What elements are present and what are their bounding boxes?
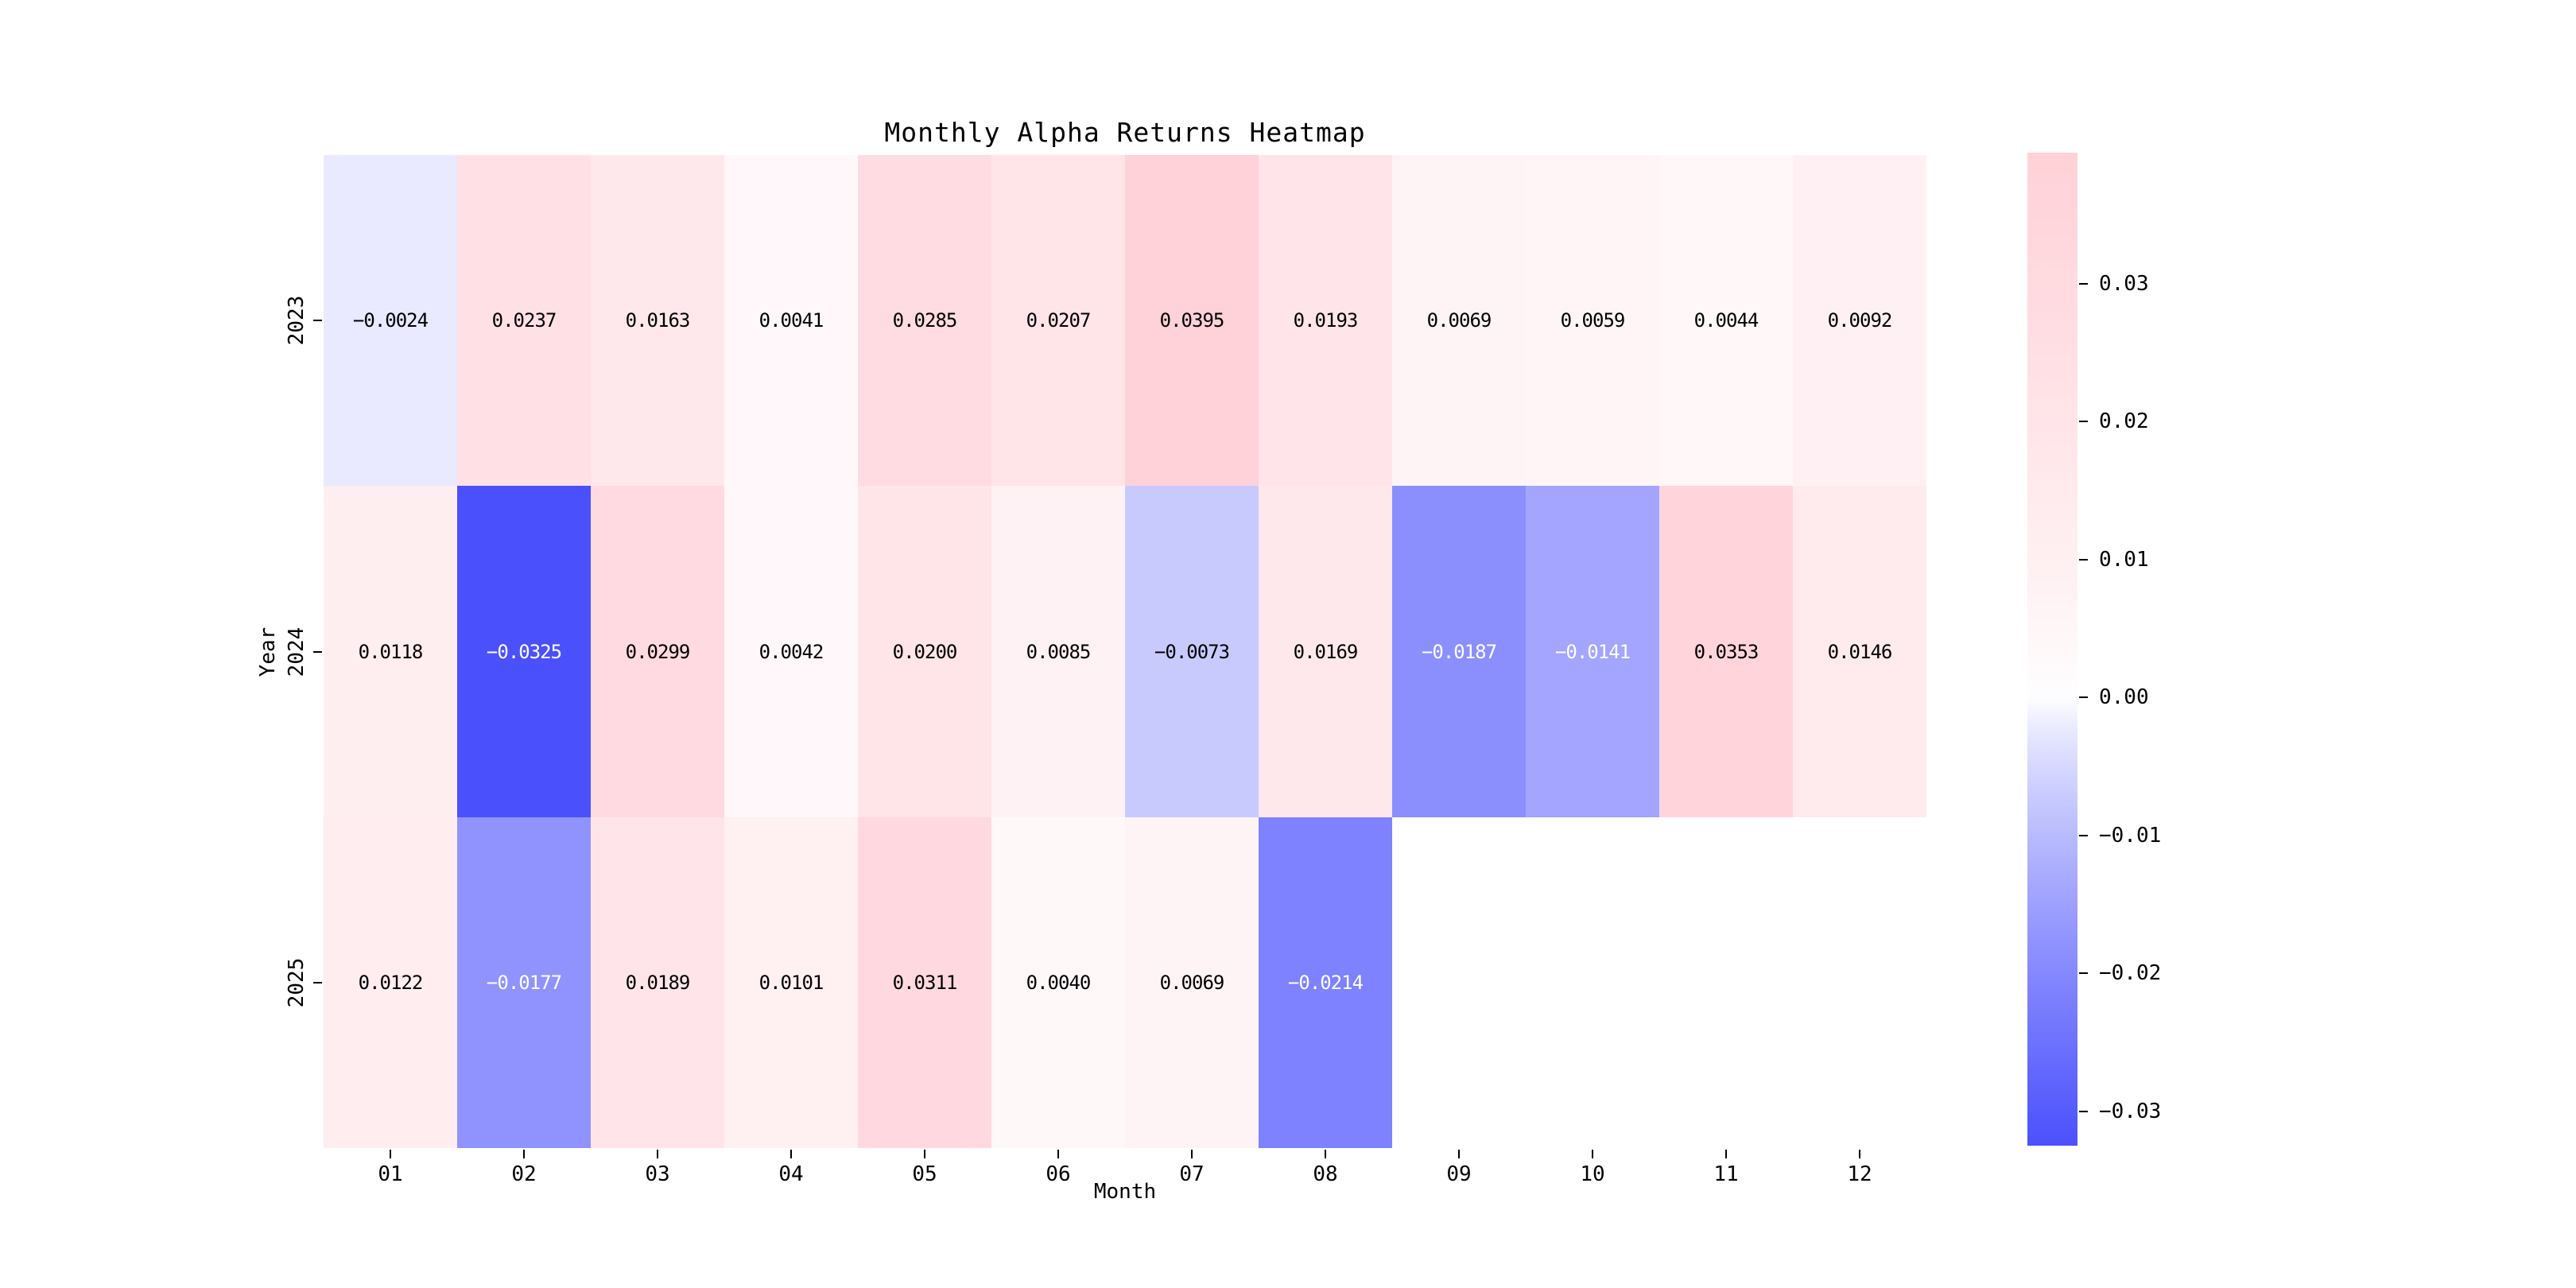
x-tick-label: 07 <box>1179 1162 1205 1186</box>
x-tick-label: 03 <box>645 1162 670 1186</box>
heatmap-cell: 0.0353 <box>1659 486 1793 817</box>
heatmap-cell: 0.0085 <box>991 486 1125 817</box>
colorbar-tick-mark <box>2079 1111 2088 1112</box>
x-tick-label: 02 <box>511 1162 537 1186</box>
heatmap-cell: −0.0024 <box>324 155 457 486</box>
heatmap-cell: 0.0041 <box>724 155 858 486</box>
x-tick-label: 04 <box>778 1162 804 1186</box>
heatmap-cell: −0.0177 <box>457 817 591 1148</box>
colorbar-tick-mark <box>2079 283 2088 285</box>
heatmap-cell: 0.0163 <box>591 155 724 486</box>
heatmap-cell: −0.0141 <box>1526 486 1659 817</box>
colorbar-tick-label: 0.02 <box>2099 409 2149 433</box>
y-tick-label: 2025 <box>285 957 308 1008</box>
x-tick-mark <box>523 1150 525 1158</box>
x-tick-label: 05 <box>912 1162 937 1186</box>
heatmap-cell: −0.0187 <box>1392 486 1526 817</box>
colorbar-tick-label: −0.02 <box>2099 961 2162 985</box>
heatmap-cell: 0.0069 <box>1125 817 1259 1148</box>
x-tick-label: 10 <box>1580 1162 1605 1186</box>
x-tick-label: 06 <box>1046 1162 1071 1186</box>
y-tick-mark <box>313 320 322 321</box>
x-tick-label: 11 <box>1713 1162 1739 1186</box>
heatmap-cell: 0.0101 <box>724 817 858 1148</box>
colorbar-gradient <box>2027 153 2077 1146</box>
heatmap-cell: 0.0118 <box>324 486 457 817</box>
heatmap-cell: −0.0325 <box>457 486 591 817</box>
heatmap-cell: 0.0189 <box>591 817 724 1148</box>
heatmap-cell: 0.0237 <box>457 155 591 486</box>
heatmap-cell: 0.0040 <box>991 817 1125 1148</box>
y-tick-label: 2024 <box>285 627 308 677</box>
x-tick-label: 01 <box>378 1162 403 1186</box>
heatmap-cell: 0.0395 <box>1125 155 1259 486</box>
x-tick-mark <box>1592 1150 1593 1158</box>
heatmap-cell: 0.0169 <box>1259 486 1392 817</box>
colorbar-tick-label: 0.01 <box>2099 548 2149 572</box>
x-tick-label: 12 <box>1847 1162 1872 1186</box>
x-tick-mark <box>1325 1150 1326 1158</box>
y-axis-title: Year <box>256 627 280 677</box>
y-tick-mark <box>313 982 322 983</box>
colorbar-tick-label: 0.03 <box>2099 272 2149 296</box>
colorbar-tick-mark <box>2079 421 2088 422</box>
heatmap-cell: 0.0059 <box>1526 155 1659 486</box>
y-tick-label: 2023 <box>285 295 308 346</box>
x-tick-mark <box>790 1150 792 1158</box>
x-tick-mark <box>1859 1150 1860 1158</box>
x-tick-mark <box>1458 1150 1460 1158</box>
colorbar-tick-label: −0.01 <box>2099 824 2162 848</box>
x-tick-label: 09 <box>1446 1162 1472 1186</box>
heatmap-cell: 0.0069 <box>1392 155 1526 486</box>
y-tick-mark <box>313 651 322 653</box>
x-tick-label: 08 <box>1313 1162 1338 1186</box>
colorbar-tick-mark <box>2079 835 2088 836</box>
colorbar-tick-mark <box>2079 559 2088 561</box>
heatmap-cell: 0.0146 <box>1793 486 1926 817</box>
heatmap-cell: 0.0044 <box>1659 155 1793 486</box>
x-tick-mark <box>1057 1150 1059 1158</box>
colorbar-tick-mark <box>2079 696 2088 698</box>
heatmap-cell: −0.0214 <box>1259 817 1392 1148</box>
colorbar-tick-label: 0.00 <box>2099 685 2149 709</box>
chart-title: Monthly Alpha Returns Heatmap <box>884 117 1366 148</box>
x-axis-title: Month <box>1093 1180 1157 1204</box>
heatmap-plot-area: −0.0024 0.0237 0.0163 0.0041 0.0285 0.0207 0.0… <box>324 155 1926 1148</box>
colorbar-tick-label: −0.03 <box>2099 1100 2162 1123</box>
heatmap-cell: 0.0200 <box>858 486 991 817</box>
x-tick-mark <box>1191 1150 1193 1158</box>
heatmap-cell: 0.0299 <box>591 486 724 817</box>
heatmap-cell: 0.0311 <box>858 817 991 1148</box>
heatmap-cell: 0.0193 <box>1259 155 1392 486</box>
x-tick-mark <box>924 1150 925 1158</box>
heatmap-cell: 0.0092 <box>1793 155 1926 486</box>
x-tick-mark <box>390 1150 391 1158</box>
heatmap-cell: 0.0042 <box>724 486 858 817</box>
x-tick-mark <box>657 1150 658 1158</box>
colorbar-tick-mark <box>2079 972 2088 974</box>
x-tick-mark <box>1725 1150 1727 1158</box>
heatmap-cell: −0.0073 <box>1125 486 1259 817</box>
heatmap-cell: 0.0285 <box>858 155 991 486</box>
heatmap-cell: 0.0207 <box>991 155 1125 486</box>
heatmap-cell: 0.0122 <box>324 817 457 1148</box>
